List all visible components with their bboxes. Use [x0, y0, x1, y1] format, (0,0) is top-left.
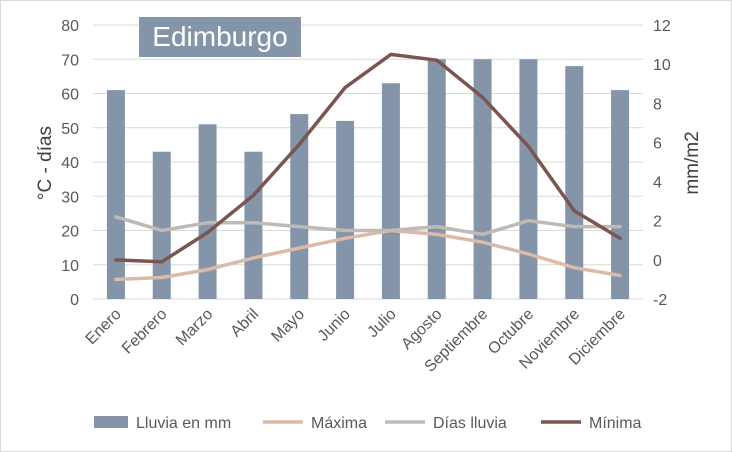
x-tick-label: Julio: [364, 306, 399, 341]
bar-lluvia-julio: [381, 83, 400, 299]
gridlines: [93, 24, 643, 300]
y-left-tick-label: 10: [61, 258, 79, 275]
x-tick-label: Abril: [228, 306, 263, 341]
title-background: [139, 17, 301, 57]
x-tick-label: Febrero: [119, 306, 171, 358]
line-series-3: [114, 52, 622, 264]
bar-lluvia-agosto: [427, 59, 446, 299]
y-right-tick-label: -2: [653, 292, 667, 309]
bar-lluvia-mayo: [290, 114, 309, 299]
bar-series: [106, 59, 630, 300]
line-series-1: [114, 228, 622, 282]
y-right-tick-label: 0: [653, 253, 662, 270]
x-tick-label: Mayo: [268, 306, 308, 346]
y-right-tick-label: 10: [653, 57, 671, 74]
y-right-tick-label: 12: [653, 18, 671, 35]
line-series-2: [114, 215, 622, 237]
bar-lluvia-junio: [336, 120, 355, 300]
y-left-tick-label: 20: [61, 224, 79, 241]
bar-lluvia-marzo: [198, 124, 217, 299]
x-tick-label: Junio: [315, 306, 354, 345]
y-axis-right-title: mm/m2: [682, 131, 703, 194]
x-tick-label: Marzo: [173, 306, 217, 350]
legend-label: Días lluvia: [433, 415, 507, 432]
left-axis-ticks: 0 10 20 30 40 50 60 70 80: [61, 18, 79, 309]
legend: Lluvia en mm Máxima Días lluvia Mínima: [94, 415, 642, 432]
y-axis-left-title: °C - días: [35, 126, 56, 200]
bar-lluvia-septiembre: [473, 59, 492, 299]
bar-lluvia-noviembre: [565, 66, 584, 299]
y-left-tick-label: 40: [61, 155, 79, 172]
y-right-tick-label: 2: [653, 214, 662, 231]
bar-lluvia-abril: [244, 151, 263, 299]
legend-label: Máxima: [311, 415, 367, 432]
y-right-tick-label: 6: [653, 135, 662, 152]
bar-lluvia-diciembre: [611, 90, 630, 299]
bar-lluvia-octubre: [519, 59, 538, 299]
y-right-tick-label: 4: [653, 175, 662, 192]
y-left-tick-label: 50: [61, 121, 79, 138]
y-left-tick-label: 0: [70, 292, 79, 309]
chart-title: Edimburgo: [152, 21, 288, 52]
y-left-tick-label: 80: [61, 18, 79, 35]
y-left-tick-label: 60: [61, 87, 79, 104]
legend-swatch: [94, 416, 128, 428]
right-axis-ticks: -2 0 2 4 6 8 10 12: [653, 18, 671, 309]
y-left-tick-label: 30: [61, 189, 79, 206]
y-left-tick-label: 70: [61, 52, 79, 69]
legend-label: Lluvia en mm: [136, 415, 231, 432]
x-tick-label: Enero: [83, 306, 125, 348]
bar-lluvia-enero: [106, 90, 125, 299]
y-right-tick-label: 8: [653, 96, 662, 113]
line-series: [114, 52, 622, 282]
legend-label: Mínima: [589, 415, 642, 432]
